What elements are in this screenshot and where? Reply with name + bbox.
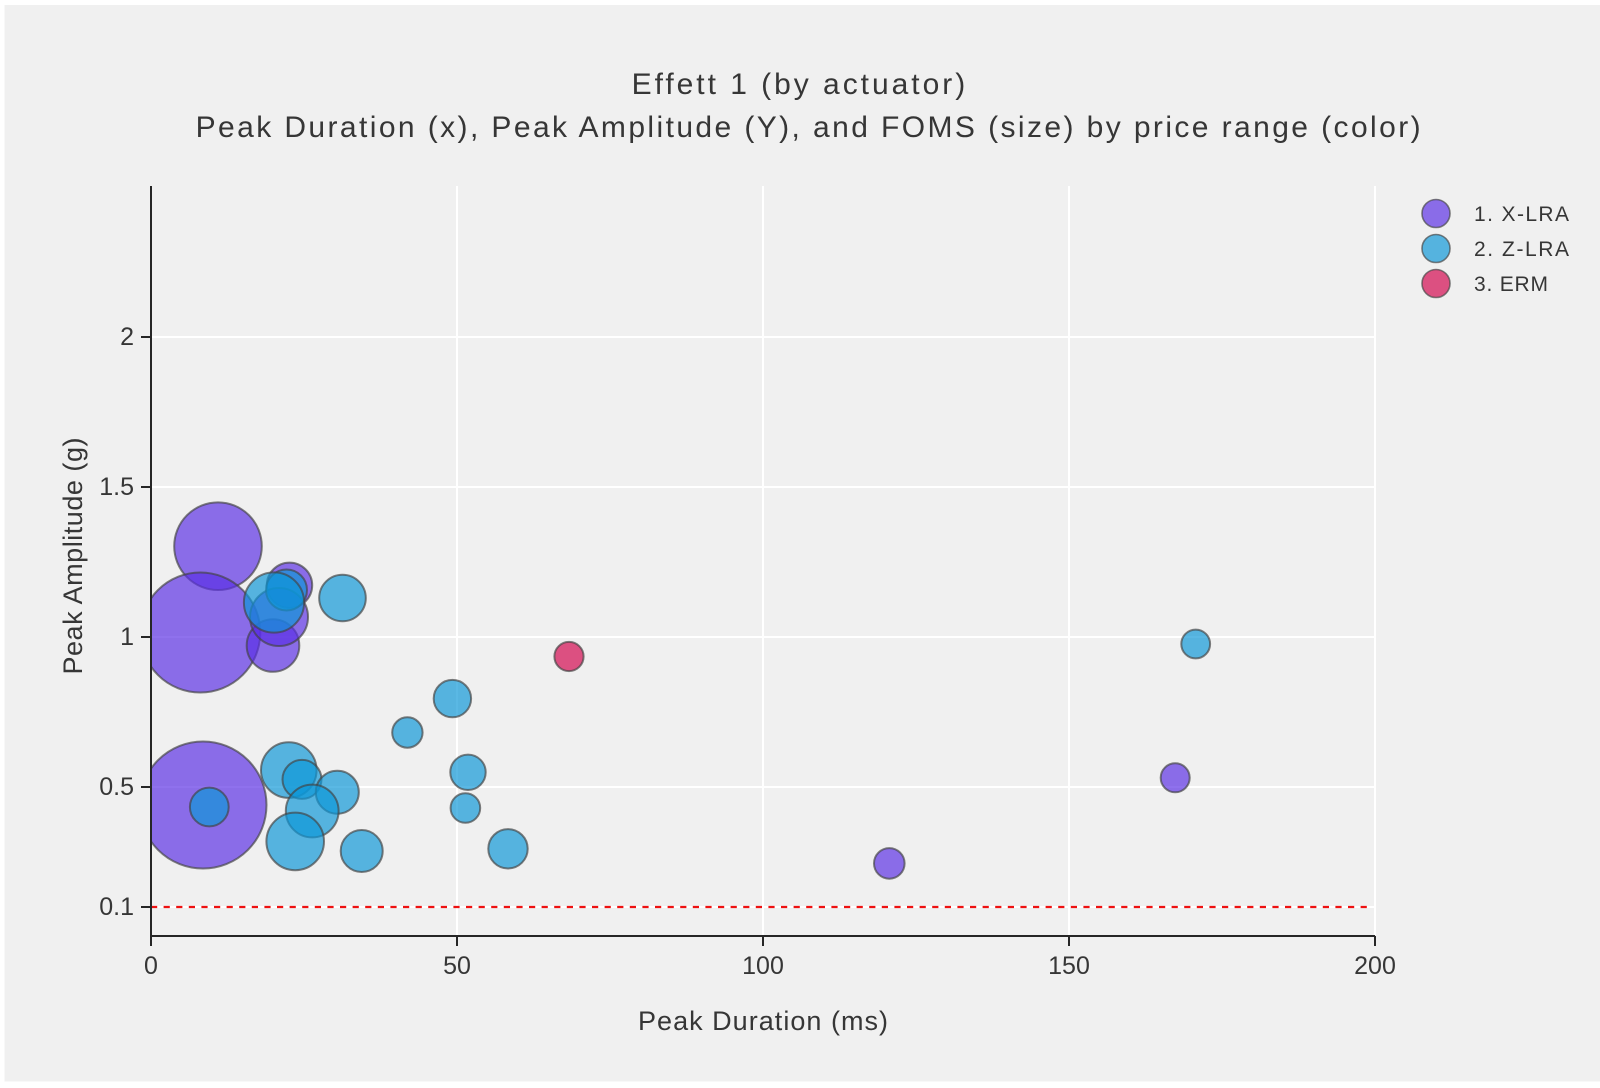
svg-text:2. Z-LRA: 2. Z-LRA bbox=[1474, 238, 1569, 261]
svg-text:2: 2 bbox=[120, 323, 134, 351]
svg-text:Effett 1 (by actuator): Effett 1 (by actuator) bbox=[632, 68, 966, 101]
svg-text:Peak Duration (ms): Peak Duration (ms) bbox=[638, 1006, 888, 1036]
svg-text:50: 50 bbox=[443, 952, 471, 980]
svg-text:100: 100 bbox=[742, 952, 784, 980]
svg-text:1: 1 bbox=[120, 623, 134, 651]
svg-text:0.1: 0.1 bbox=[99, 893, 134, 921]
svg-text:200: 200 bbox=[1354, 952, 1396, 980]
svg-text:1.5: 1.5 bbox=[99, 473, 134, 501]
svg-text:Peak Duration (x), Peak Amplit: Peak Duration (x), Peak Amplitude (Y), a… bbox=[196, 111, 1421, 144]
svg-text:3. ERM: 3. ERM bbox=[1474, 273, 1548, 296]
svg-text:Peak Amplitude (g): Peak Amplitude (g) bbox=[58, 438, 88, 675]
svg-text:0.5: 0.5 bbox=[99, 773, 134, 801]
svg-text:1. X-LRA: 1. X-LRA bbox=[1474, 203, 1569, 226]
svg-text:150: 150 bbox=[1048, 952, 1090, 980]
svg-text:0: 0 bbox=[144, 952, 158, 980]
